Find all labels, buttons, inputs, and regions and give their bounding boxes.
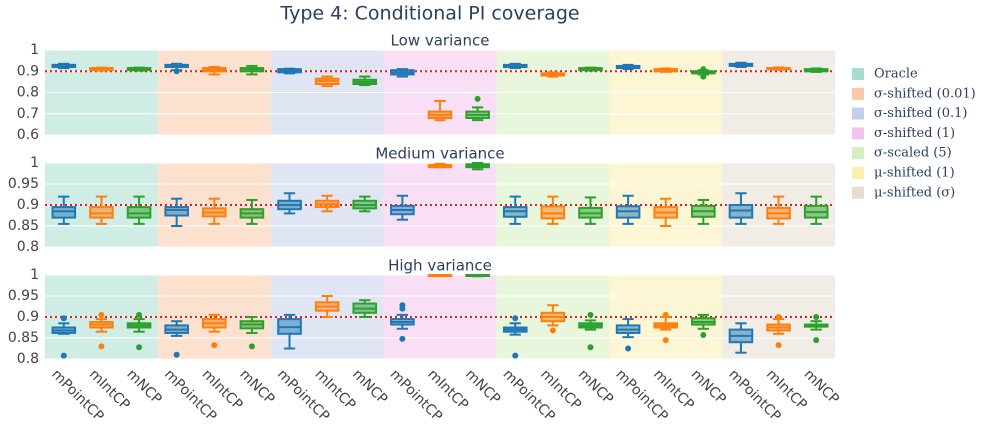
- legend-swatch: [852, 87, 864, 100]
- y-tick-label: 0.85: [8, 330, 39, 346]
- legend-label: σ-shifted (1): [874, 126, 955, 141]
- outlier: [549, 327, 556, 334]
- y-tick-label: 0.8: [17, 239, 39, 255]
- outlier: [775, 342, 782, 349]
- y-tick-label: 1: [30, 267, 39, 283]
- outlier: [60, 352, 67, 359]
- outlier: [587, 344, 594, 351]
- y-tick-label: 1: [30, 155, 39, 171]
- legend-swatch: [852, 147, 864, 160]
- outlier: [248, 343, 255, 350]
- y-tick-label: 0.95: [8, 288, 39, 304]
- outlier: [775, 314, 782, 320]
- y-tick-label: 0.85: [8, 218, 39, 234]
- box: [540, 205, 566, 220]
- box: [164, 206, 189, 217]
- outlier: [512, 352, 519, 359]
- y-tick-label: 0.7: [17, 106, 39, 122]
- legend-swatch: [852, 186, 864, 199]
- outlier: [60, 315, 67, 322]
- y-tick-label: 0.8: [17, 351, 39, 367]
- outlier: [98, 343, 105, 350]
- y-tick-label: 0.9: [17, 197, 39, 213]
- outlier: [662, 311, 669, 318]
- outlier: [700, 332, 707, 339]
- outlier: [700, 73, 707, 80]
- y-tick-label: 0.8: [17, 85, 39, 101]
- outlier: [813, 337, 820, 344]
- legend-swatch: [852, 167, 864, 179]
- panel-title: Low variance: [391, 32, 490, 50]
- y-tick-label: 0.9: [17, 309, 39, 325]
- panel-title: Medium variance: [375, 145, 504, 163]
- legend-label: σ-scaled (5): [874, 146, 952, 161]
- y-tick-label: 0.6: [17, 127, 39, 143]
- outlier: [211, 342, 218, 349]
- outlier: [399, 302, 406, 309]
- y-tick-label: 0.9: [17, 63, 39, 79]
- legend-label: μ-shifted (σ): [874, 185, 955, 200]
- outlier: [474, 95, 481, 102]
- chart-title: Type 4: Conditional PI coverage: [279, 3, 579, 25]
- box: [89, 206, 114, 219]
- box: [126, 206, 152, 219]
- outlier: [512, 315, 519, 322]
- legend-label: σ-shifted (0.1): [874, 106, 967, 121]
- legend-label: μ-shifted (1): [874, 166, 955, 181]
- box: [51, 206, 77, 219]
- outlier: [587, 311, 594, 318]
- outlier: [700, 66, 707, 73]
- outlier: [662, 337, 669, 344]
- legend-swatch: [852, 68, 864, 80]
- outlier: [136, 311, 143, 318]
- legend-label: Oracle: [874, 67, 918, 82]
- legend-label: σ-shifted (0.01): [874, 86, 976, 101]
- outlier: [136, 344, 143, 351]
- outlier: [813, 314, 820, 320]
- outlier: [98, 311, 105, 318]
- legend-swatch: [852, 107, 864, 120]
- outlier: [625, 345, 632, 352]
- outlier: [173, 351, 180, 358]
- outlier: [399, 335, 406, 342]
- panel-title: High variance: [388, 257, 492, 275]
- y-tick-label: 1: [30, 42, 39, 58]
- y-tick-label: 0.95: [8, 176, 39, 192]
- legend-swatch: [852, 127, 864, 140]
- outlier: [173, 68, 180, 75]
